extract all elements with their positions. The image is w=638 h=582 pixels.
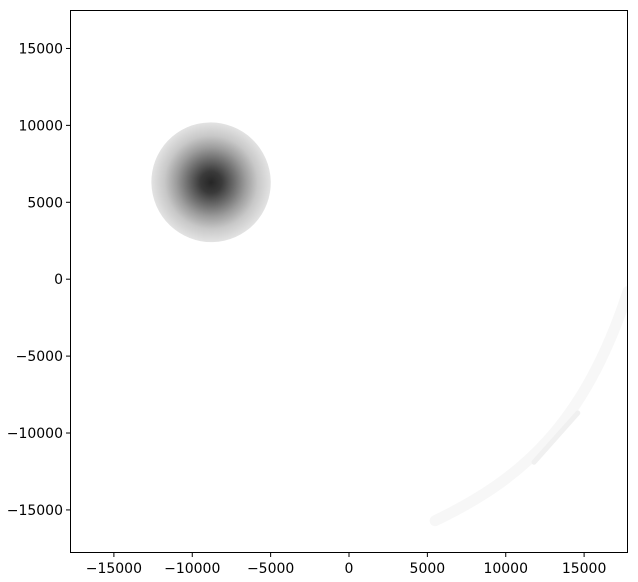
- y-tick-label: −10000: [7, 426, 63, 442]
- plot-frame: [70, 10, 628, 553]
- faint-streak: [531, 410, 581, 465]
- density-blob: [151, 122, 271, 243]
- plot-background: [70, 10, 628, 553]
- x-tick-label: 15000: [562, 561, 607, 577]
- x-axis: −15000 −10000 −5000 0 5000 10000 15000: [86, 553, 607, 577]
- y-tick-label: 0: [54, 272, 63, 288]
- x-tick-label: 5000: [410, 561, 446, 577]
- y-tick-label: −15000: [7, 503, 63, 519]
- y-tick-label: 10000: [18, 118, 63, 134]
- y-tick-label: 15000: [18, 41, 63, 57]
- x-tick-label: −15000: [86, 561, 142, 577]
- x-tick-label: −10000: [164, 561, 220, 577]
- faint-arc: [429, 286, 628, 527]
- image-layer: [151, 122, 628, 527]
- y-tick-label: 5000: [27, 195, 63, 211]
- x-tick-label: −5000: [247, 561, 294, 577]
- x-tick-label: 10000: [483, 561, 528, 577]
- y-axis: −15000 −10000 −5000 0 5000 10000 15000: [7, 41, 70, 519]
- y-tick-label: −5000: [16, 349, 63, 365]
- x-tick-label: 0: [345, 561, 354, 577]
